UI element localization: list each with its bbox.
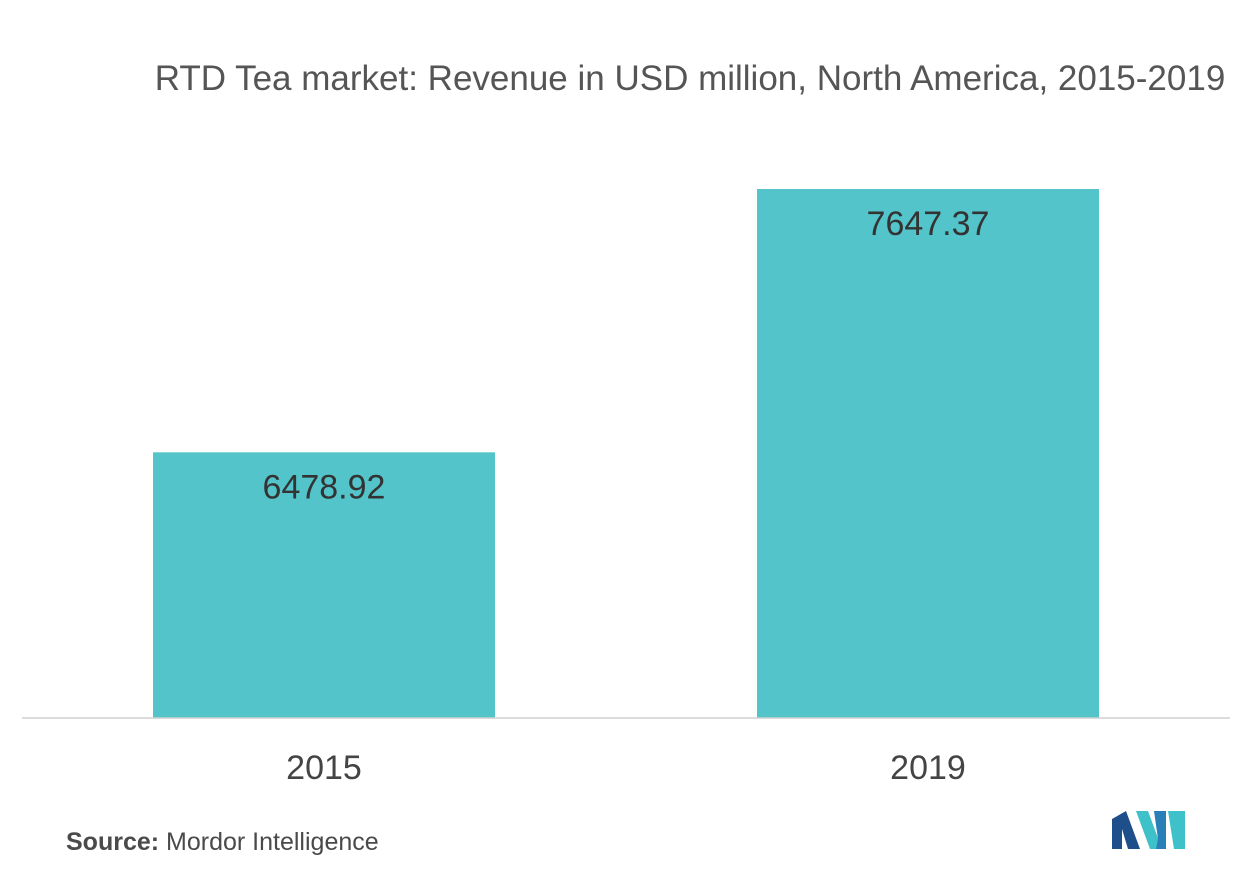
bars-layer: 6478.92 7647.37 (153, 189, 1099, 718)
source-label: Source: (66, 828, 160, 856)
mordor-intelligence-logo-icon (1112, 811, 1185, 849)
source-text: Mordor Intelligence (166, 828, 379, 856)
source-line: Source: Mordor Intelligence (66, 828, 379, 857)
bar-2019 (757, 189, 1099, 718)
x-tick-2019: 2019 (890, 749, 966, 787)
x-tick-2015: 2015 (286, 749, 362, 787)
x-tick-labels: 2015 2019 (286, 749, 966, 787)
data-label-2015: 6478.92 (263, 468, 386, 506)
bar-2015 (153, 452, 495, 718)
data-label-2019: 7647.37 (867, 205, 990, 243)
chart-title: RTD Tea market: Revenue in USD million, … (154, 59, 1226, 98)
